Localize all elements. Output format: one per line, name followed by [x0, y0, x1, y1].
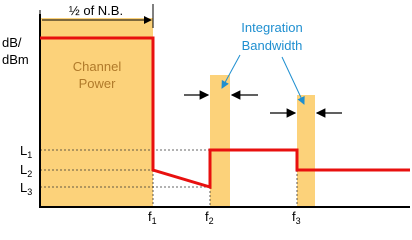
freq-label: f3: [292, 209, 301, 226]
label-part: 1: [27, 150, 32, 160]
integration-bar: [297, 95, 315, 207]
label-part: f: [148, 209, 152, 224]
level-label: L1: [20, 143, 32, 160]
span-label: ½ of N.B.: [69, 3, 123, 18]
label-part: L: [20, 162, 27, 177]
label-part: 1: [152, 216, 157, 226]
freq-label: f2: [205, 209, 214, 226]
guides: [40, 149, 298, 207]
region-label: Power: [79, 76, 117, 91]
diagram: ½ of N.B. dB/ dBm Channel Power Integrat…: [2, 3, 410, 226]
label-part: 2: [209, 216, 214, 226]
callout-label: Integration: [241, 20, 302, 35]
freq-label: f1: [148, 209, 157, 226]
label-part: 3: [27, 187, 32, 197]
label-part: 2: [27, 169, 32, 179]
integration-bar: [210, 75, 230, 207]
axis-label: dBm: [2, 52, 29, 67]
channel-region: [40, 18, 153, 207]
label-part: f: [205, 209, 209, 224]
label-part: f: [292, 209, 296, 224]
level-label: L2: [20, 162, 32, 179]
region-label: Channel: [73, 59, 122, 74]
label-part: L: [20, 143, 27, 158]
label-part: 3: [296, 216, 301, 226]
spectrum-line: [40, 36, 410, 190]
axis-label: dB/: [2, 35, 22, 50]
label-part: L: [20, 180, 27, 195]
callout-label: Bandwidth: [242, 38, 303, 53]
level-label: L3: [20, 180, 32, 197]
